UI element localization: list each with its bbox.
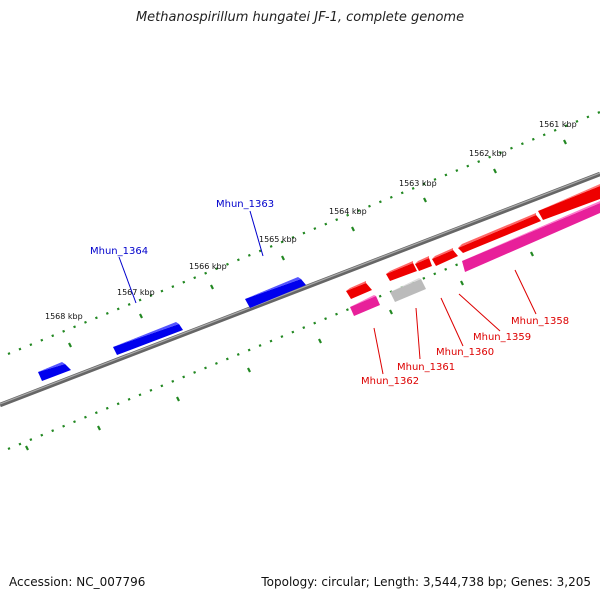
rna-gene-long-pink[interactable] [462,201,600,272]
kbp-label-1568: 1568 kbp [45,312,83,321]
gene-label-mhun-1359[interactable]: Mhun_1359 [473,332,531,343]
kbp-label-1563: 1563 kbp [399,179,437,188]
kbp-label-1562: 1562 kbp [469,149,507,158]
gene-label-leaders-blue [118,210,264,304]
genome-backbone-highlight [0,172,600,405]
gene-mhun-1359-arrow[interactable] [458,213,541,253]
gene-label-mhun-1358[interactable]: Mhun_1358 [511,316,569,327]
kbp-label-1561: 1561 kbp [539,120,577,129]
outer-major-ticks [68,139,567,348]
gene-label-mhun-1361[interactable]: Mhun_1361 [397,362,455,373]
gene-mhun-1358-arrow[interactable] [538,184,600,220]
gene-mhun-1361-arrow[interactable] [415,256,432,271]
gene-label-mhun-1360[interactable]: Mhun_1360 [436,347,494,358]
gene-mhun-1362-arrow[interactable] [386,261,417,281]
kbp-label-1566: 1566 kbp [189,262,227,271]
accession-label: Accession: NC_007796 [9,575,146,589]
kbp-label-1565: 1565 kbp [259,235,297,244]
gene-label-mhun-1363[interactable]: Mhun_1363 [216,199,274,210]
gene-mhun-1364-arrow[interactable] [113,322,183,355]
gene-label-mhun-1362[interactable]: Mhun_1362 [361,376,419,387]
rna-gene-short-pink[interactable] [350,295,380,316]
gene-unlabeled-blue-arrow[interactable] [38,362,71,381]
outer-scale-ring [7,110,600,356]
pseudo-gene-gray[interactable] [390,278,426,302]
kbp-label-1564: 1564 kbp [329,207,367,216]
gene-mhun-1360-arrow[interactable] [432,248,458,266]
gene-mhun-1363-arrow[interactable] [245,277,306,308]
kbp-label-1567: 1567 kbp [117,288,155,297]
gene-label-leaders-red [373,269,537,375]
genome-backbone [0,171,600,408]
topology-summary: Topology: circular; Length: 3,544,738 bp… [261,575,591,589]
gene-small-red-arrow[interactable] [346,281,372,299]
map-title: Methanospirillum hungatei JF-1, complete… [135,10,465,25]
inner-major-ticks [25,251,534,451]
gene-label-mhun-1364[interactable]: Mhun_1364 [90,246,148,257]
inner-scale-ring [7,204,600,451]
